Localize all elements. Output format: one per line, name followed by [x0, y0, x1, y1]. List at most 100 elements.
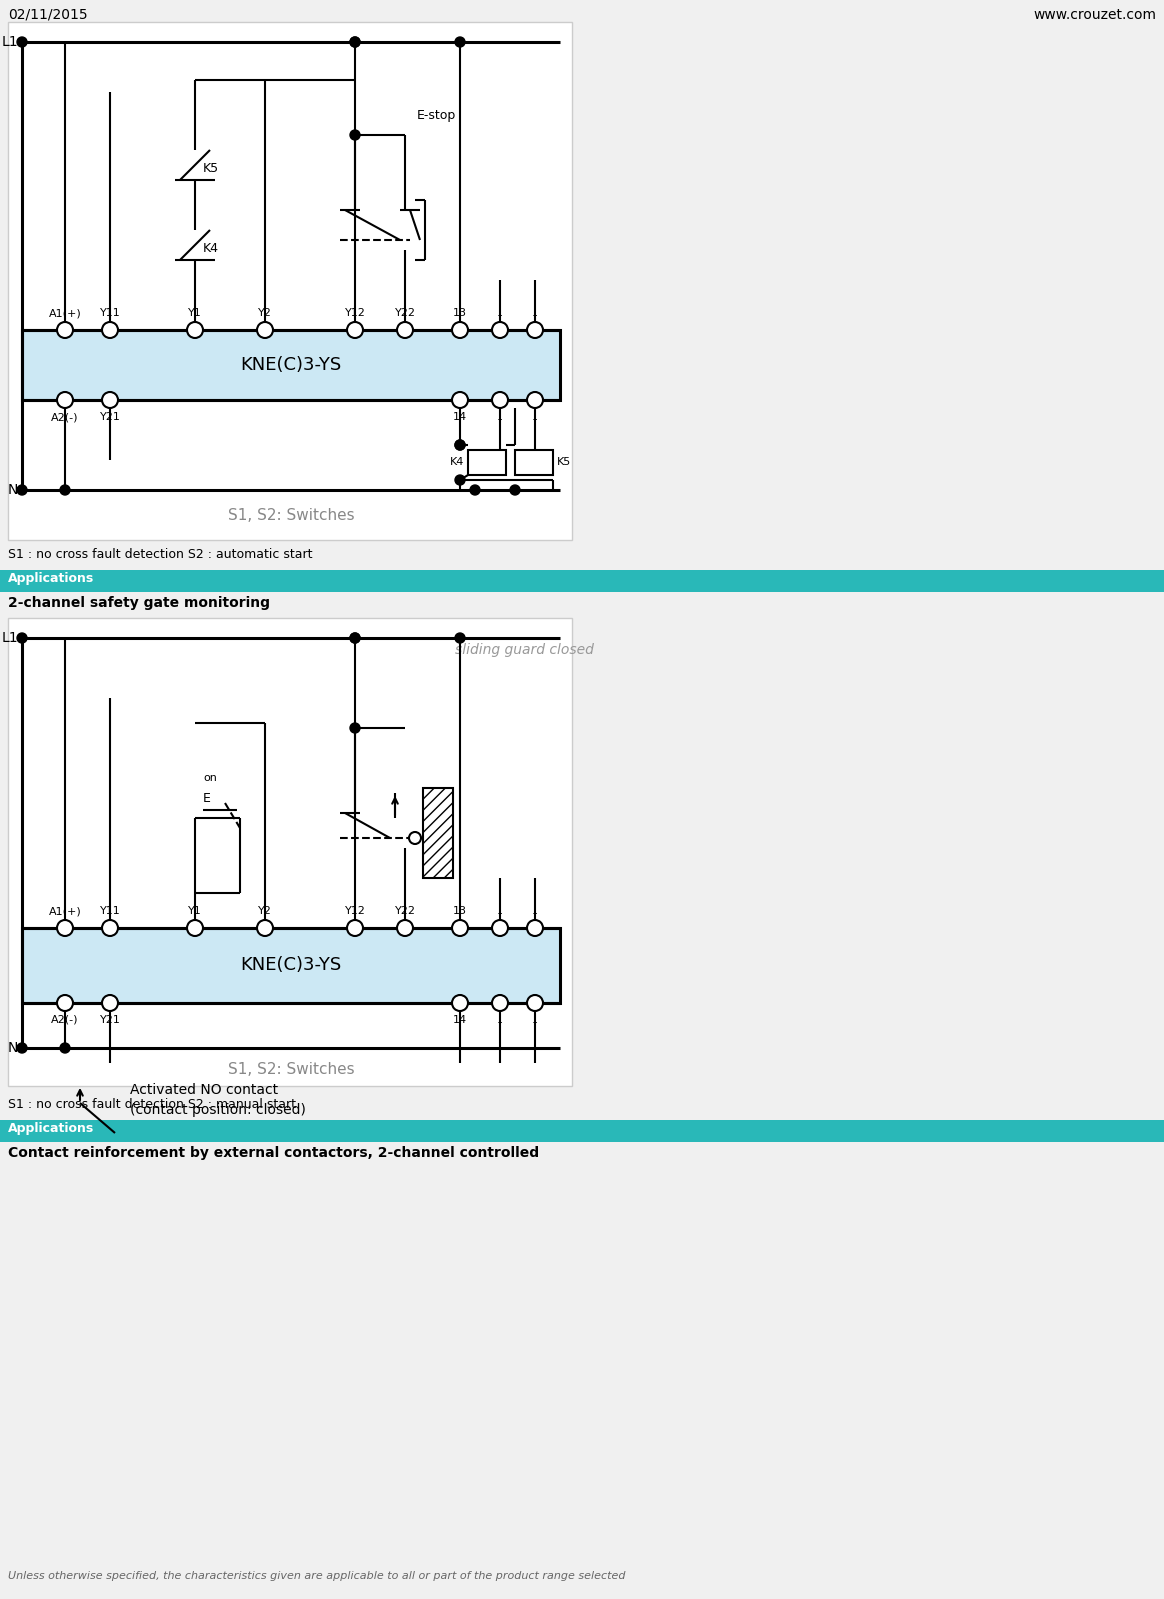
Text: K4: K4 [203, 241, 219, 254]
Circle shape [57, 995, 73, 1011]
Text: ..: .. [496, 1015, 504, 1025]
Circle shape [455, 440, 464, 449]
Text: 14: 14 [453, 1015, 467, 1025]
Circle shape [257, 321, 274, 337]
Text: Y11: Y11 [100, 907, 120, 916]
Text: N: N [8, 1041, 17, 1055]
Text: E-stop: E-stop [417, 109, 456, 122]
Bar [468, 449, 506, 475]
Circle shape [455, 37, 464, 46]
Text: on: on [203, 772, 217, 784]
Text: ..: .. [532, 413, 539, 422]
Circle shape [492, 919, 508, 935]
Text: Applications: Applications [8, 1122, 94, 1135]
Circle shape [452, 321, 468, 337]
Text: www.crouzet.com: www.crouzet.com [1032, 8, 1156, 22]
Bar [0, 1119, 1164, 1142]
Circle shape [57, 919, 73, 935]
Text: K4: K4 [449, 457, 464, 467]
Text: 13: 13 [453, 907, 467, 916]
Circle shape [350, 723, 360, 732]
Text: S1, S2: Switches: S1, S2: Switches [228, 1062, 354, 1078]
Bar [0, 569, 1164, 592]
Text: sliding guard closed: sliding guard closed [455, 643, 594, 657]
Text: Unless otherwise specified, the characteristics given are applicable to all or p: Unless otherwise specified, the characte… [8, 1570, 625, 1581]
Text: L1: L1 [1, 35, 17, 50]
Circle shape [347, 919, 363, 935]
Circle shape [102, 919, 118, 935]
Circle shape [397, 321, 413, 337]
Circle shape [397, 919, 413, 935]
Text: A1(+): A1(+) [49, 907, 81, 916]
Circle shape [187, 321, 203, 337]
Circle shape [527, 392, 542, 408]
Circle shape [492, 321, 508, 337]
Text: 2-channel safety gate monitoring: 2-channel safety gate monitoring [8, 596, 270, 609]
Circle shape [57, 321, 73, 337]
Text: A2(-): A2(-) [51, 1015, 79, 1025]
Text: Activated NO contact: Activated NO contact [130, 1083, 278, 1097]
Text: Y21: Y21 [100, 1015, 120, 1025]
Text: Y21: Y21 [100, 413, 120, 422]
Bar [423, 788, 453, 878]
Text: Y1: Y1 [189, 309, 201, 318]
Text: KNE(C)3-YS: KNE(C)3-YS [241, 357, 341, 374]
Circle shape [61, 484, 70, 496]
Text: (contact position: closed): (contact position: closed) [130, 1103, 306, 1118]
Circle shape [57, 392, 73, 408]
Text: K5: K5 [203, 161, 219, 174]
Circle shape [455, 633, 464, 643]
Text: ..: .. [496, 413, 504, 422]
Text: A2(-): A2(-) [51, 413, 79, 422]
Text: Y2: Y2 [258, 309, 272, 318]
Text: Y2: Y2 [258, 907, 272, 916]
Bar [514, 449, 553, 475]
Circle shape [492, 995, 508, 1011]
Bar [8, 617, 572, 1086]
Circle shape [257, 919, 274, 935]
Circle shape [510, 484, 520, 496]
Circle shape [17, 37, 27, 46]
Circle shape [455, 475, 464, 484]
Text: K5: K5 [558, 457, 572, 467]
Text: ..: .. [532, 907, 539, 916]
Circle shape [61, 1043, 70, 1054]
Text: Y1: Y1 [189, 907, 201, 916]
Text: ..: .. [532, 1015, 539, 1025]
Text: ..: .. [532, 309, 539, 318]
Circle shape [17, 484, 27, 496]
Text: A1(+): A1(+) [49, 309, 81, 318]
Circle shape [527, 919, 542, 935]
Circle shape [102, 321, 118, 337]
Circle shape [350, 37, 360, 46]
Text: E: E [203, 792, 211, 804]
Circle shape [452, 392, 468, 408]
Text: KNE(C)3-YS: KNE(C)3-YS [241, 956, 341, 974]
Text: ..: .. [496, 309, 504, 318]
Circle shape [350, 633, 360, 643]
Text: Contact reinforcement by external contactors, 2-channel controlled: Contact reinforcement by external contac… [8, 1146, 539, 1159]
Circle shape [350, 37, 360, 46]
Text: Y12: Y12 [345, 309, 365, 318]
Text: Y22: Y22 [395, 907, 416, 916]
Circle shape [102, 995, 118, 1011]
Text: 02/11/2015: 02/11/2015 [8, 8, 87, 22]
Text: S1 : no cross fault detection S2 : automatic start: S1 : no cross fault detection S2 : autom… [8, 548, 312, 561]
Circle shape [527, 995, 542, 1011]
Text: Y22: Y22 [395, 309, 416, 318]
Text: Y12: Y12 [345, 907, 365, 916]
Circle shape [102, 392, 118, 408]
Bar [22, 927, 560, 1003]
Circle shape [409, 831, 421, 844]
Circle shape [350, 130, 360, 141]
Circle shape [187, 919, 203, 935]
Text: S1 : no cross fault detection S2 : manual start: S1 : no cross fault detection S2 : manua… [8, 1099, 296, 1111]
Circle shape [470, 484, 480, 496]
Circle shape [17, 633, 27, 643]
Circle shape [17, 1043, 27, 1054]
Circle shape [350, 633, 360, 643]
Text: Applications: Applications [8, 572, 94, 585]
Circle shape [527, 321, 542, 337]
Text: 14: 14 [453, 413, 467, 422]
Circle shape [455, 440, 464, 449]
